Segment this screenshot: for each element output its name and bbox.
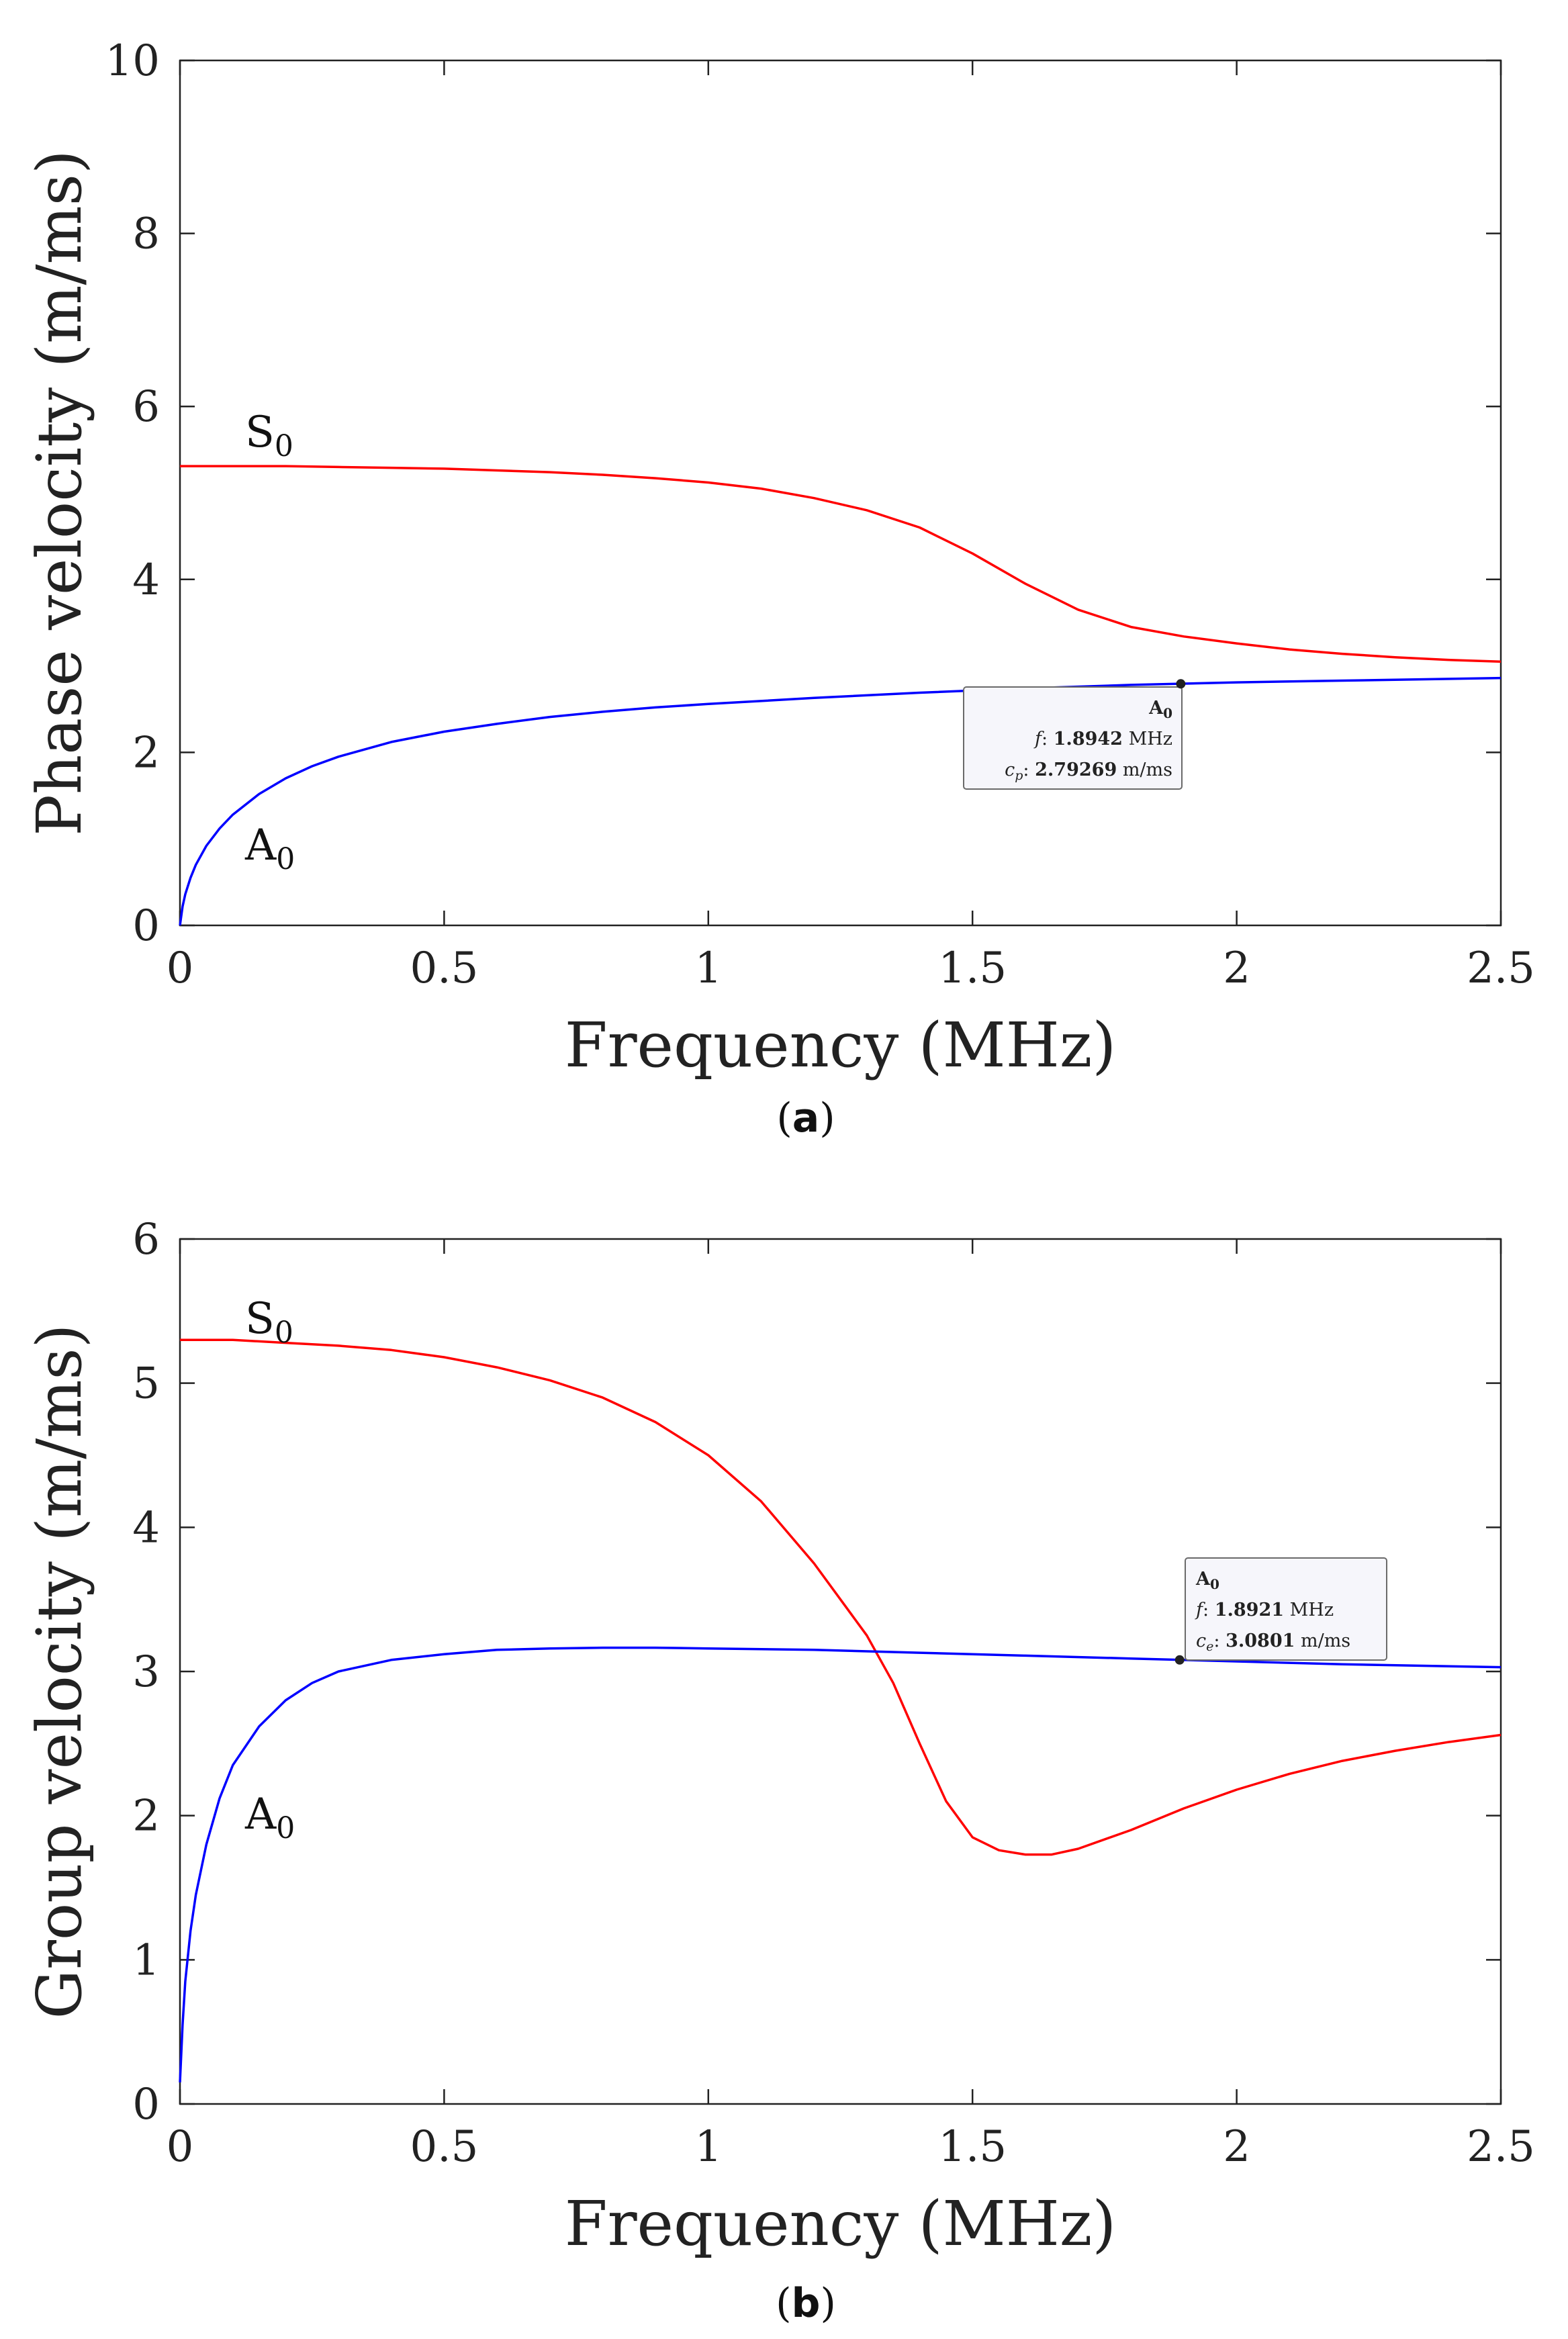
series-line-A0 <box>179 676 1502 926</box>
y-tick-label: 10 <box>105 36 160 86</box>
x-tick-label: 0.5 <box>410 2122 479 2172</box>
datatip[interactable]: A0 f: 1.8942 MHz cp: 2.79269 m/ms <box>963 679 1186 790</box>
y-tick-label: 8 <box>132 210 160 259</box>
datatip[interactable]: A0 f: 1.8921 MHz ce: 3.0801 m/ms <box>1174 1557 1387 1665</box>
y-tick-label: 6 <box>132 382 160 432</box>
y-axis-title: Group velocity (m/ms) <box>24 1324 95 2019</box>
series-line-S0 <box>180 1338 1502 1856</box>
panel-label: (a) <box>776 1095 835 1142</box>
chart-panel-a: 0 0.5 1 1.5 2 2.5 0 2 4 6 8 10 Frequency (MHz) Phase … <box>24 36 1535 1142</box>
curve-label-A0: A0 <box>244 821 295 876</box>
series-line-S0 <box>180 465 1502 663</box>
x-tick-label: 2.5 <box>1467 2122 1535 2172</box>
panel-label: (b) <box>776 2280 836 2327</box>
x-axis-title: Frequency (MHz) <box>565 2188 1117 2260</box>
plot-frame <box>179 59 1502 927</box>
x-tick-label: 2.5 <box>1467 944 1535 993</box>
datatip-marker[interactable] <box>1176 679 1186 689</box>
x-axis-title: Frequency (MHz) <box>565 1009 1117 1081</box>
x-tick-label: 0.5 <box>410 944 479 993</box>
datatip-marker[interactable] <box>1174 1655 1185 1665</box>
y-tick-label: 6 <box>132 1215 160 1265</box>
curve-label-A0: A0 <box>244 1790 295 1845</box>
x-tick-label: 1 <box>694 2122 722 2172</box>
x-tick-label: 1 <box>694 944 722 993</box>
x-tick-label: 1.5 <box>938 944 1007 993</box>
datatip-frequency: f: 1.8921 MHz <box>1195 1600 1334 1620</box>
chart-panel-b: 0 0.5 1 1.5 2 2.5 0 1 2 3 4 5 6 Frequency (MHz) Group … <box>24 1215 1535 2327</box>
curve-label-S0: S0 <box>245 408 293 463</box>
y-tick-label: 2 <box>132 1792 160 1841</box>
series-line-A0 <box>179 1646 1502 2082</box>
y-tick-label: 0 <box>132 2080 160 2129</box>
y-tick-label: 4 <box>132 555 160 605</box>
y-tick-label: 1 <box>132 1935 160 1985</box>
y-tick-label: 0 <box>132 901 160 951</box>
y-tick-label: 5 <box>132 1359 160 1409</box>
x-tick-label: 1.5 <box>938 2122 1007 2172</box>
curve-label-S0: S0 <box>245 1294 293 1350</box>
x-tick-label: 0 <box>167 2122 194 2172</box>
y-tick-label: 4 <box>132 1503 160 1553</box>
datatip-velocity: cp: 2.79269 m/ms <box>1005 760 1172 783</box>
datatip-box <box>1185 1557 1387 1661</box>
datatip-frequency: f: 1.8942 MHz <box>1033 729 1172 749</box>
x-tick-label: 2 <box>1223 2122 1250 2172</box>
datatip-velocity: ce: 3.0801 m/ms <box>1196 1631 1350 1654</box>
y-tick-label: 2 <box>132 728 160 778</box>
datatip-series: A0 <box>1148 698 1172 721</box>
x-tick-label: 2 <box>1223 944 1250 993</box>
x-tick-label: 0 <box>167 944 194 993</box>
datatip-series: A0 <box>1195 1569 1219 1592</box>
datatip-box <box>963 686 1183 790</box>
plot-frame <box>179 1238 1502 2105</box>
y-tick-label: 3 <box>132 1647 160 1697</box>
y-axis-title: Phase velocity (m/ms) <box>24 150 95 836</box>
